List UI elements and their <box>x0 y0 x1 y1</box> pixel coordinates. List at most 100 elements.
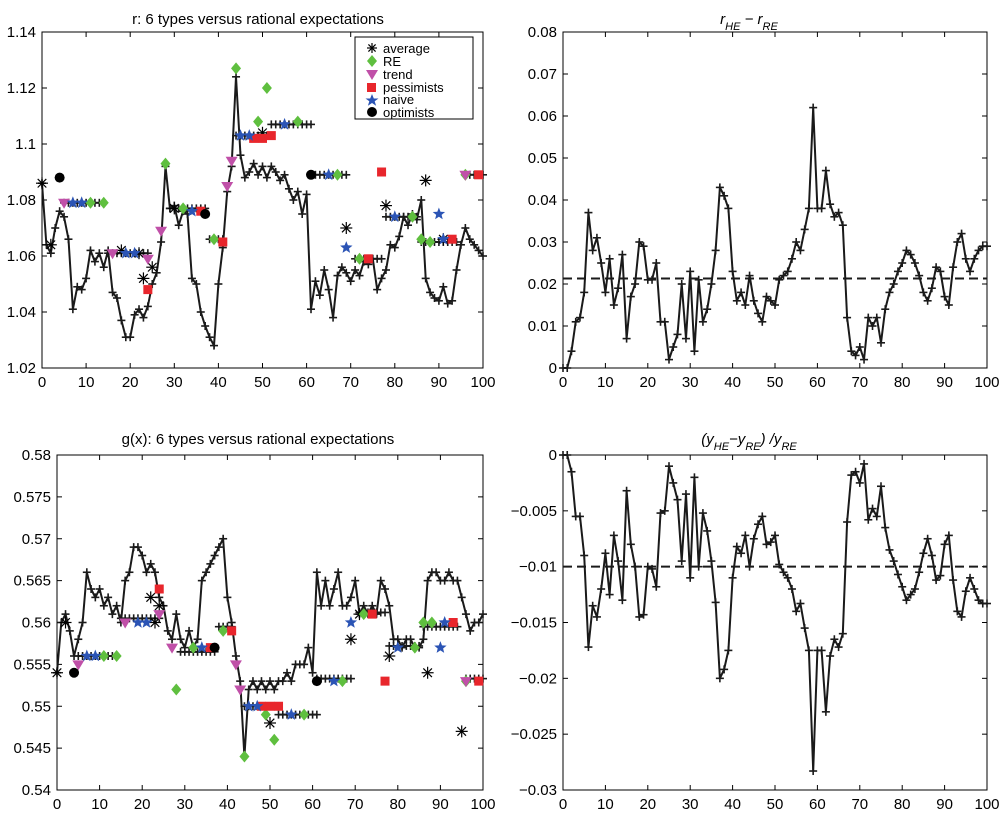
legend-marker-optimists <box>367 107 377 117</box>
data-point-plus <box>130 310 139 319</box>
data-point-plus <box>614 557 623 566</box>
data-point-plus <box>868 504 877 513</box>
x-tick-label: 30 <box>166 374 183 391</box>
data-point-plus <box>677 280 686 288</box>
marker-naive <box>327 674 341 687</box>
data-point-plus <box>885 545 894 554</box>
x-tick-label: 60 <box>304 796 321 813</box>
marker-pessimists <box>258 133 267 143</box>
y-tick-label: −0.02 <box>519 670 557 687</box>
data-point-plus <box>287 677 296 686</box>
marker-re <box>239 750 250 763</box>
data-point-plus <box>390 243 399 252</box>
data-point-plus <box>87 585 96 593</box>
marker-trend <box>106 249 119 260</box>
marker-re <box>98 196 109 209</box>
data-point-plus <box>643 562 652 571</box>
data-point-plus <box>843 313 852 322</box>
data-point-plus <box>395 232 404 241</box>
data-point-plus <box>575 313 584 322</box>
data-point-plus <box>135 305 144 314</box>
data-point-plus <box>860 355 869 364</box>
marker-pessimists <box>256 701 266 711</box>
marker-naive <box>285 708 298 720</box>
data-point-plus <box>78 618 87 627</box>
data-point-plus <box>741 531 750 540</box>
y-tick-label: 0.54 <box>22 782 51 799</box>
data-point-plus <box>893 267 902 276</box>
data-point-plus <box>737 288 746 297</box>
data-point-plus <box>267 162 276 171</box>
data-point-plus <box>639 242 648 251</box>
marker-re <box>261 82 272 94</box>
data-point-plus <box>669 478 678 487</box>
data-point-plus <box>983 242 991 251</box>
data-point-plus <box>681 334 690 343</box>
data-point-plus <box>298 210 307 218</box>
data-point-plus <box>919 549 928 558</box>
data-point-plus <box>631 280 640 288</box>
data-point-plus <box>732 296 741 305</box>
data-point-plus <box>325 601 334 610</box>
data-point-plus <box>351 576 360 585</box>
data-point-plus <box>614 284 623 293</box>
data-point-plus <box>342 268 351 277</box>
data-point-plus <box>609 531 618 540</box>
data-point-plus <box>639 610 648 619</box>
data-point-plus <box>192 280 201 288</box>
data-point-plus <box>766 296 775 305</box>
data-point-plus <box>707 280 716 288</box>
marker-re <box>409 641 420 654</box>
title-panel-r-difference: rHE − rRE <box>720 11 778 33</box>
marker-average <box>344 633 357 646</box>
data-point-plus <box>253 685 262 694</box>
x-tick-label: 90 <box>432 796 449 813</box>
x-tick-label: 20 <box>122 374 139 391</box>
data-point-plus <box>346 277 355 286</box>
y-tick-label: 0.55 <box>22 698 51 715</box>
data-point-plus <box>847 347 856 356</box>
x-tick-label: 60 <box>809 374 826 391</box>
data-point-plus <box>881 523 890 532</box>
x-tick-label: 30 <box>682 796 699 813</box>
data-point-plus <box>82 568 91 577</box>
marker-naive <box>80 649 93 662</box>
data-point-plus <box>588 601 597 610</box>
data-point-plus <box>104 593 113 602</box>
marker-pessimists <box>274 701 284 711</box>
y-tick-label: −0.01 <box>519 559 557 576</box>
data-point-plus <box>139 313 148 322</box>
x-tick-label: 100 <box>470 374 495 391</box>
data-point-plus <box>300 660 309 669</box>
y-tick-label: 1.06 <box>7 248 36 265</box>
data-point-plus <box>923 296 932 305</box>
x-tick-label: 50 <box>254 374 271 391</box>
marker-re <box>358 608 369 621</box>
y-tick-label: 0.565 <box>13 573 51 590</box>
x-tick-label: 20 <box>639 796 656 813</box>
data-point-plus <box>456 240 465 249</box>
y-tick-label: −0.03 <box>519 782 557 799</box>
data-point-plus <box>176 635 185 644</box>
data-point-plus <box>470 240 479 249</box>
data-point-plus <box>660 506 669 515</box>
marker-re <box>98 650 109 662</box>
data-point-plus <box>146 559 155 568</box>
marker-optimists <box>311 676 322 687</box>
data-point-plus <box>95 249 104 258</box>
marker-trend <box>58 198 71 209</box>
data-point-plus <box>142 568 151 577</box>
y-tick-label: 1.12 <box>7 80 36 97</box>
marker-naive <box>434 641 447 653</box>
marker-trend <box>459 677 472 688</box>
marker-re <box>426 616 437 629</box>
marker-average <box>148 616 161 629</box>
x-tick-label: 100 <box>470 796 495 813</box>
y-tick-label: 1.1 <box>15 136 36 153</box>
x-tick-label: 70 <box>851 374 868 391</box>
x-tick-label: 30 <box>682 374 699 391</box>
data-point-plus <box>381 266 390 274</box>
marker-re <box>299 708 310 721</box>
marker-pessimists <box>448 618 458 627</box>
data-point-plus <box>210 551 219 560</box>
